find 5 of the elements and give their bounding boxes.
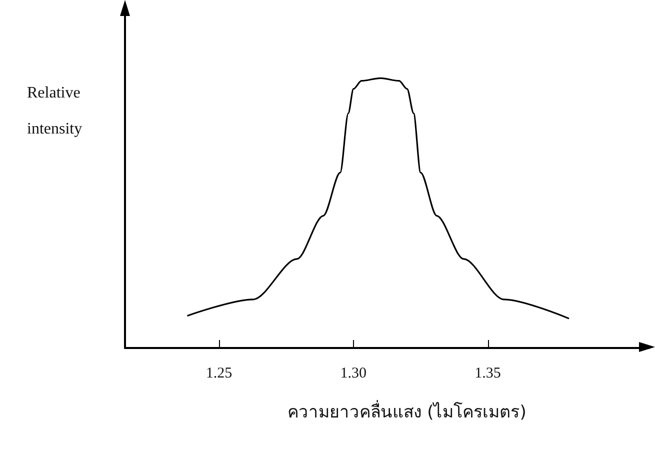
x-axis-title: ความยาวคลื่นแสง (ไมโครเมตร) xyxy=(288,400,526,422)
x-tick-label: 1.25 xyxy=(206,366,232,382)
y-axis-title: Relative intensity xyxy=(27,84,84,138)
x-tick-label: 1.30 xyxy=(340,366,367,382)
x-tick-label: 1.35 xyxy=(474,366,501,382)
